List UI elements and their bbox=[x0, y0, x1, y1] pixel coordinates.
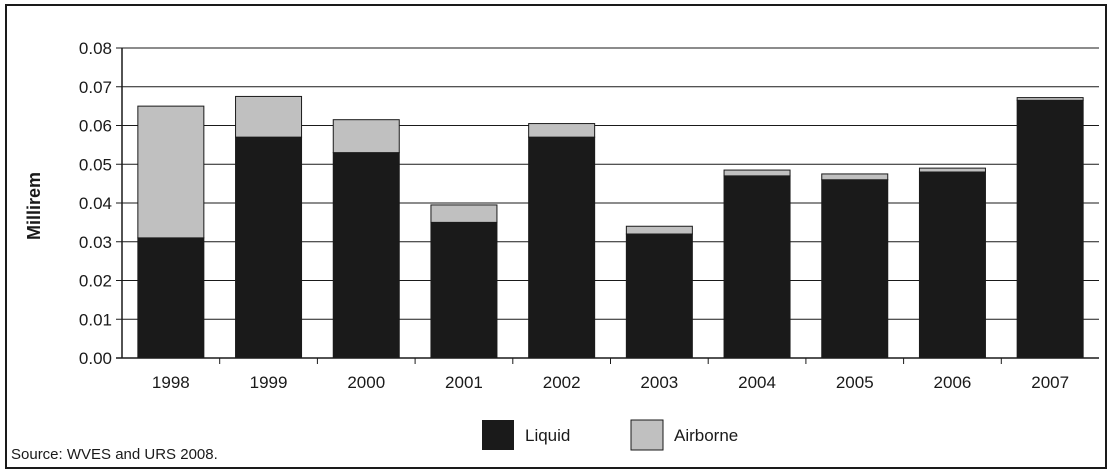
y-axis-title: Millirem bbox=[24, 172, 44, 240]
source-note: Source: WVES and URS 2008. bbox=[11, 446, 218, 463]
bar-segment-liquid-2001 bbox=[430, 221, 498, 359]
bar-segment-liquid-2007 bbox=[1016, 99, 1084, 359]
bar-segment-liquid-2004 bbox=[723, 175, 791, 359]
bar-segment-airborne-2004 bbox=[723, 169, 791, 177]
bar-segment-airborne-2000 bbox=[332, 119, 400, 154]
bar-segment-liquid-2002 bbox=[528, 136, 596, 359]
x-tick-label: 2006 bbox=[934, 373, 972, 392]
chart-frame: 0.00 0.01 0.02 0.03 0.04 0.05 0.06 0.07 0.08 1998… bbox=[5, 4, 1107, 469]
stacked-bar-chart: 0.00 0.01 0.02 0.03 0.04 0.05 0.06 0.07 0.08 1998… bbox=[24, 39, 1099, 451]
x-tick-label: 1999 bbox=[250, 373, 288, 392]
bar-segment-liquid-1999 bbox=[235, 136, 303, 359]
x-tick-label: 2000 bbox=[347, 373, 385, 392]
tick-labels: 0.00 0.01 0.02 0.03 0.04 0.05 0.06 0.07 0.08 1998… bbox=[79, 39, 1069, 392]
legend: Liquid Airborne bbox=[482, 419, 738, 451]
x-tick-label: 2002 bbox=[543, 373, 581, 392]
bar-segment-airborne-2007 bbox=[1016, 97, 1084, 101]
x-tick-label: 1998 bbox=[152, 373, 190, 392]
y-tick-label: 0.00 bbox=[79, 349, 112, 368]
bar-segment-airborne-2001 bbox=[430, 204, 498, 223]
x-tick-label: 2005 bbox=[836, 373, 874, 392]
y-tick-label: 0.03 bbox=[79, 233, 112, 252]
y-tick-label: 0.02 bbox=[79, 272, 112, 291]
x-tick-label: 2001 bbox=[445, 373, 483, 392]
y-tick-label: 0.08 bbox=[79, 39, 112, 58]
bar-segment-liquid-1998 bbox=[137, 237, 205, 359]
bar-segment-liquid-2006 bbox=[918, 171, 986, 359]
y-tick-label: 0.07 bbox=[79, 78, 112, 97]
bar-segment-airborne-1999 bbox=[235, 95, 303, 138]
y-tick-label: 0.05 bbox=[79, 155, 112, 174]
legend-swatch-liquid bbox=[482, 420, 514, 450]
legend-swatch-airborne bbox=[630, 419, 664, 451]
legend-label-airborne: Airborne bbox=[674, 426, 738, 445]
axes bbox=[116, 47, 1099, 364]
bar-segment-liquid-2005 bbox=[821, 179, 889, 359]
bar-segment-liquid-2003 bbox=[625, 233, 693, 359]
bar-segment-airborne-2002 bbox=[528, 123, 596, 138]
legend-label-liquid: Liquid bbox=[525, 426, 570, 445]
bar-segment-liquid-2000 bbox=[332, 152, 400, 359]
bar-segment-airborne-1998 bbox=[137, 105, 205, 239]
y-tick-label: 0.06 bbox=[79, 117, 112, 136]
x-tick-label: 2004 bbox=[738, 373, 776, 392]
bar-segment-airborne-2003 bbox=[625, 225, 693, 235]
bar-segment-airborne-2005 bbox=[821, 173, 889, 181]
x-tick-label: 2007 bbox=[1031, 373, 1069, 392]
y-tick-label: 0.01 bbox=[79, 310, 112, 329]
bar-segment-airborne-2006 bbox=[918, 167, 986, 173]
y-tick-label: 0.04 bbox=[79, 194, 112, 213]
bars bbox=[137, 95, 1084, 359]
x-tick-label: 2003 bbox=[640, 373, 678, 392]
